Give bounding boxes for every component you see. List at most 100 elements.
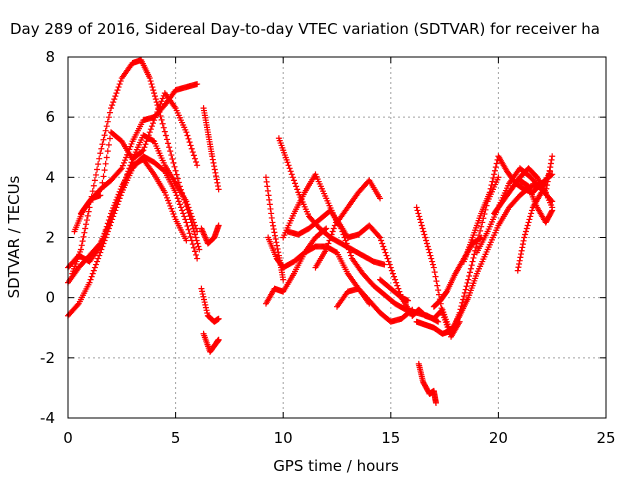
- data-point: [145, 132, 152, 139]
- data-point: [154, 109, 161, 116]
- data-point: [378, 237, 385, 244]
- data-point: [181, 213, 188, 220]
- data-series: [65, 57, 556, 406]
- data-point: [100, 136, 107, 143]
- series-s19: [377, 276, 412, 304]
- data-point: [212, 169, 219, 176]
- data-point: [289, 174, 296, 181]
- data-point: [96, 252, 103, 259]
- data-point: [382, 249, 389, 256]
- data-point: [98, 186, 105, 193]
- data-point: [271, 229, 278, 236]
- data-point: [108, 105, 115, 112]
- data-point: [514, 267, 521, 274]
- data-point: [157, 100, 164, 107]
- data-point: [519, 241, 526, 248]
- data-point: [184, 223, 191, 230]
- data-point: [128, 140, 135, 147]
- series-s29: [491, 153, 556, 217]
- data-point: [105, 141, 112, 148]
- data-point: [169, 208, 176, 215]
- data-point: [189, 216, 196, 223]
- data-point: [114, 194, 121, 201]
- x-tick-label: 5: [171, 429, 181, 447]
- data-point: [327, 234, 334, 241]
- data-point: [160, 124, 167, 131]
- data-point: [430, 264, 437, 271]
- data-point: [517, 254, 524, 261]
- data-point: [172, 189, 179, 196]
- data-point: [515, 264, 522, 271]
- data-point: [159, 95, 166, 102]
- data-point: [100, 233, 107, 240]
- data-point: [548, 197, 555, 204]
- data-point: [102, 226, 109, 233]
- data-point: [269, 219, 276, 226]
- data-point: [108, 210, 115, 217]
- data-point: [190, 219, 197, 226]
- data-point: [188, 145, 195, 152]
- data-point: [117, 166, 124, 173]
- data-point: [147, 78, 154, 85]
- data-point: [266, 196, 273, 203]
- data-point: [391, 273, 398, 280]
- data-point: [140, 147, 147, 154]
- data-point: [465, 276, 472, 283]
- data-point: [522, 231, 529, 238]
- data-point: [436, 291, 443, 298]
- data-point: [287, 168, 294, 175]
- data-point: [266, 201, 273, 208]
- data-point: [193, 225, 200, 232]
- data-point: [264, 187, 271, 194]
- data-point: [166, 144, 173, 151]
- data-point: [116, 188, 123, 195]
- data-point: [163, 194, 170, 201]
- data-point: [330, 225, 337, 232]
- data-point: [174, 195, 181, 202]
- data-point: [199, 288, 206, 295]
- data-point: [191, 155, 198, 162]
- data-point: [323, 246, 330, 253]
- data-point: [415, 210, 422, 217]
- data-point: [388, 267, 395, 274]
- data-point: [95, 161, 102, 168]
- data-point: [87, 276, 94, 283]
- data-point: [151, 117, 158, 124]
- data-point: [171, 213, 178, 220]
- data-point: [493, 160, 500, 167]
- data-point: [394, 282, 401, 289]
- data-point: [182, 216, 189, 223]
- data-point: [381, 246, 388, 253]
- data-point: [183, 129, 190, 136]
- data-point: [89, 188, 96, 195]
- data-point: [127, 143, 134, 150]
- data-point: [286, 165, 293, 172]
- data-point: [115, 84, 122, 91]
- data-point: [122, 157, 129, 164]
- data-point: [429, 261, 436, 268]
- data-point: [435, 318, 442, 325]
- data-point: [78, 242, 85, 249]
- data-point: [88, 273, 95, 280]
- data-point: [115, 191, 122, 198]
- data-point: [549, 198, 556, 205]
- data-point: [375, 233, 382, 240]
- data-point: [408, 307, 415, 314]
- data-point: [194, 81, 201, 88]
- data-point: [187, 233, 194, 240]
- x-tick-label: 0: [63, 429, 73, 447]
- data-point: [105, 217, 112, 224]
- data-point: [326, 237, 333, 244]
- data-point: [209, 153, 216, 160]
- data-point: [213, 176, 220, 183]
- data-point: [190, 244, 197, 251]
- y-axis-tick-labels: -4 -2 0 2 4 6 8: [40, 48, 55, 427]
- data-point: [152, 96, 159, 103]
- data-point: [329, 228, 336, 235]
- data-point: [191, 231, 198, 238]
- data-point: [389, 270, 396, 277]
- data-point: [347, 252, 354, 259]
- data-point: [409, 306, 416, 313]
- data-point: [463, 283, 470, 290]
- data-point: [176, 201, 183, 208]
